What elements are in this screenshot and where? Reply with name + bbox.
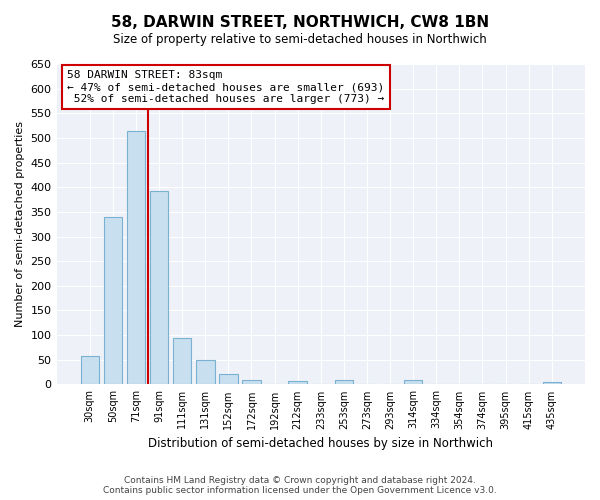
Y-axis label: Number of semi-detached properties: Number of semi-detached properties xyxy=(15,121,25,327)
Text: 58 DARWIN STREET: 83sqm
← 47% of semi-detached houses are smaller (693)
 52% of : 58 DARWIN STREET: 83sqm ← 47% of semi-de… xyxy=(67,70,385,104)
Bar xyxy=(196,360,215,384)
Text: Contains HM Land Registry data © Crown copyright and database right 2024.
Contai: Contains HM Land Registry data © Crown c… xyxy=(103,476,497,495)
Bar xyxy=(104,217,122,384)
Bar xyxy=(404,380,422,384)
Bar xyxy=(219,374,238,384)
Bar xyxy=(173,338,191,384)
Bar xyxy=(242,380,261,384)
Bar xyxy=(335,380,353,384)
X-axis label: Distribution of semi-detached houses by size in Northwich: Distribution of semi-detached houses by … xyxy=(148,437,493,450)
Bar xyxy=(80,356,99,384)
Bar xyxy=(150,190,169,384)
Bar xyxy=(289,381,307,384)
Text: Size of property relative to semi-detached houses in Northwich: Size of property relative to semi-detach… xyxy=(113,32,487,46)
Bar xyxy=(127,130,145,384)
Text: 58, DARWIN STREET, NORTHWICH, CW8 1BN: 58, DARWIN STREET, NORTHWICH, CW8 1BN xyxy=(111,15,489,30)
Bar xyxy=(542,382,561,384)
